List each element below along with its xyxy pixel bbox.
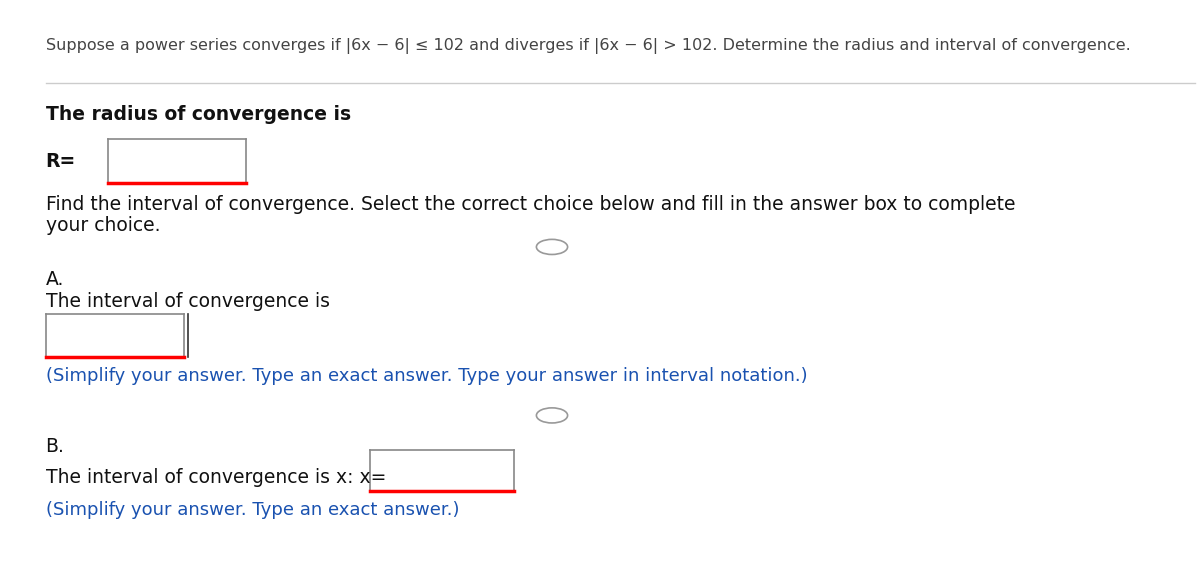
Text: (Simplify your answer. Type an exact answer. Type your answer in interval notati: (Simplify your answer. Type an exact ans… bbox=[46, 367, 808, 385]
Text: B.: B. bbox=[46, 437, 65, 456]
Text: The interval of convergence is x: x=: The interval of convergence is x: x= bbox=[46, 468, 386, 487]
Text: R=: R= bbox=[46, 152, 76, 171]
Text: The radius of convergence is: The radius of convergence is bbox=[46, 105, 350, 124]
Text: A.: A. bbox=[46, 270, 64, 289]
Text: The interval of convergence is: The interval of convergence is bbox=[46, 292, 330, 311]
Text: Find the interval of convergence. Select the correct choice below and fill in th: Find the interval of convergence. Select… bbox=[46, 195, 1015, 214]
Text: your choice.: your choice. bbox=[46, 216, 160, 235]
Text: Suppose a power series converges if |6x − 6| ≤ 102 and diverges if |6x − 6| > 10: Suppose a power series converges if |6x … bbox=[46, 38, 1130, 54]
Text: (Simplify your answer. Type an exact answer.): (Simplify your answer. Type an exact ans… bbox=[46, 501, 460, 519]
